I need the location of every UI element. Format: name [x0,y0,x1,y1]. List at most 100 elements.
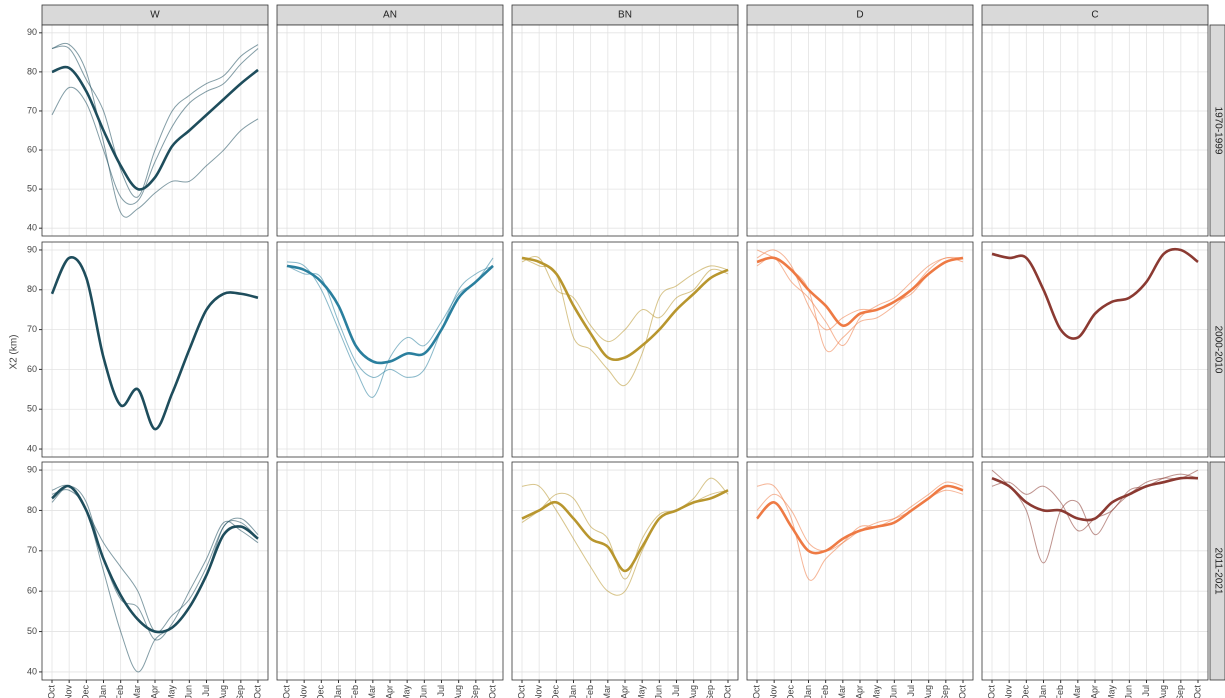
panel [276,24,504,237]
x-tick-label: Feb [585,685,595,698]
year-line [521,255,729,343]
y-tick-label: 80 [27,505,37,515]
year-line [51,42,259,218]
y-tick-label: 90 [27,27,37,37]
x-tick-label: Feb [350,685,360,698]
y-tick-label: 40 [27,223,37,233]
x-tick-label: Jan [803,685,813,698]
y-tick-label: 40 [27,666,37,676]
y-tick-label: 70 [27,324,37,334]
x-tick-label: Nov [64,685,74,698]
panel-border [981,241,1209,458]
panel [41,241,269,458]
x-tick-label: Jan [1038,685,1048,698]
x-tick-label: Jul [671,685,681,697]
panel-border [276,241,504,458]
y-tick-label: 80 [27,284,37,294]
x-tick-label: Dec [551,685,561,698]
x-tick-label: Feb [1055,685,1065,698]
y-tick-label: 70 [27,105,37,115]
x-tick-label: Jun [889,685,899,698]
row-label: 2011-2021 [1212,547,1223,595]
x-tick-label: Feb [820,685,830,698]
mean-line [286,264,494,365]
column-label: C [1091,10,1098,21]
panel-border [41,241,269,458]
mean-line [50,256,259,431]
panel-border [981,24,1209,237]
x-tick-label: Jul [436,685,446,697]
panel [981,241,1209,458]
x-tick-label: Oct [46,685,56,698]
panel [276,241,504,458]
row-strip [1209,24,1225,237]
x-tick-label: Dec [1021,685,1031,698]
y-tick-label: 60 [27,364,37,374]
x-tick-label: Apr [384,685,394,698]
x-tick-label: Mar [837,685,847,698]
panel-border [511,24,739,237]
y-tick-label: 50 [27,404,37,414]
x-tick-label: Jun [419,685,429,698]
mean-line [521,256,729,362]
x-tick-label: Aug [218,685,228,698]
y-tick-label: 50 [27,183,37,193]
mean-line [521,489,729,573]
y-tick-label: 60 [27,586,37,596]
year-line [756,481,964,581]
row-label: 1970-1999 [1212,107,1223,155]
year-line [51,485,259,641]
x-tick-label: Jan [568,685,578,698]
x-tick-label: Apr [619,685,629,698]
y-tick-label: 70 [27,545,37,555]
x-tick-label: Aug [923,685,933,698]
panel [276,461,504,681]
x-tick-label: May [402,685,412,698]
y-tick-label: 90 [27,244,37,254]
x-tick-label: Apr [149,685,159,698]
x-tick-label: Oct [281,685,291,698]
panel-border [41,24,269,237]
mean-line [51,65,259,191]
x-tick-label: May [637,685,647,698]
mean-line [756,256,964,327]
panel [981,24,1209,237]
panel-border [746,241,974,458]
x-tick-label: Mar [367,685,377,698]
x-tick-label: Aug [688,685,698,698]
year-line [756,256,964,347]
x-tick-label: Jul [906,685,916,697]
panel [746,24,974,237]
x-tick-label: Jan [333,685,343,698]
x-tick-label: Aug [1158,685,1168,698]
x-tick-label: Oct [252,685,262,698]
panel [511,241,739,458]
year-line [521,477,729,596]
mean-line [991,247,1199,340]
row-label: 2000-2010 [1212,326,1223,374]
x-tick-label: Oct [722,685,732,698]
x-tick-label: Jun [184,685,194,698]
x-tick-label: Sep [470,685,480,698]
y-tick-label: 60 [27,144,37,154]
x-tick-label: Dec [786,685,796,698]
y-tick-label: 40 [27,443,37,453]
row-strip [1209,241,1225,458]
x-tick-label: Apr [1089,685,1099,698]
panel-border [276,24,504,237]
panel [746,241,974,458]
year-line [286,257,494,398]
y-axis-label: X2 (km) [9,335,20,370]
panel [511,24,739,237]
x-tick-label: Oct [516,685,526,698]
column-label: W [150,10,160,21]
x-tick-label: Oct [487,685,497,698]
x-tick-label: Apr [854,685,864,698]
x-tick-label: May [1107,685,1117,698]
y-tick-label: 80 [27,66,37,76]
column-label: D [856,10,863,21]
panel [41,461,269,681]
x-tick-label: Oct [957,685,967,698]
column-label: BN [618,10,632,21]
